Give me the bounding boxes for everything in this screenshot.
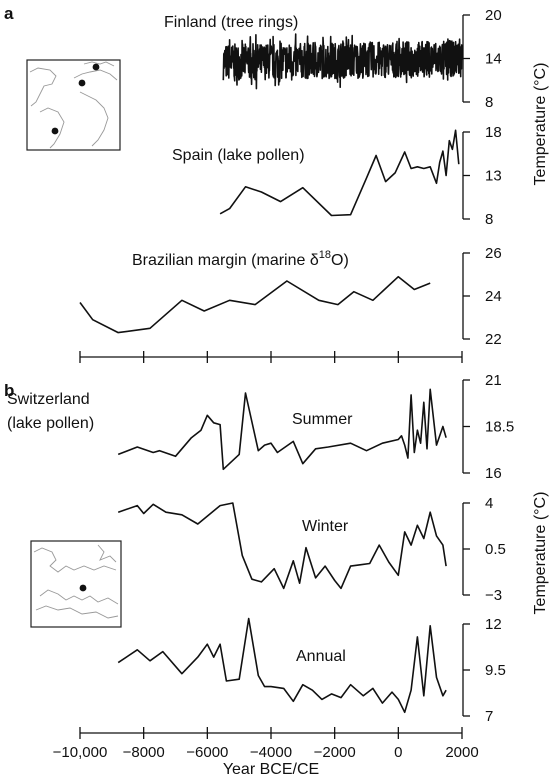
finland-tree-ring-series: [222, 33, 463, 90]
x-tick-label: −4000: [250, 744, 292, 761]
map-inset-a-coast-americas: [29, 67, 57, 107]
panel-a-y-axis-title: Temperature (°C): [532, 63, 549, 186]
series-line-panel-3: [117, 388, 447, 471]
map-inset-a: [26, 59, 121, 151]
y-tick-label: 21: [485, 372, 502, 389]
map-inset-b-frame: [30, 540, 122, 628]
y-tick-label: 14: [485, 51, 502, 68]
spain-site-marker: [78, 79, 86, 87]
y-tick-label: 18: [485, 124, 502, 141]
brazil-series-title: Brazilian margin (marine δ18O): [132, 249, 349, 269]
switzerland-site-marker: [79, 584, 87, 592]
y-tick-label: 9.5: [485, 662, 506, 679]
map-inset-a-frame: [26, 59, 121, 151]
map-inset-b-coast-med: [39, 589, 119, 605]
series-line-panel-4: [117, 502, 447, 590]
annual-series-title: Annual: [296, 648, 346, 665]
panel-b-y-axis-title: Temperature (°C): [532, 492, 549, 615]
panel-4-chart: 4 0.5 −3: [117, 495, 506, 604]
y-tick-label: 24: [485, 288, 502, 305]
panel-0-chart: 20 14 8: [222, 7, 502, 111]
y-tick-label: 4: [485, 495, 493, 512]
y-tick-label: 18.5: [485, 419, 514, 436]
brazil-site-marker: [51, 127, 59, 135]
map-inset-b: [30, 540, 122, 628]
series-line-panel-1: [219, 129, 460, 217]
x-tick-label: −2000: [314, 744, 356, 761]
y-tick-label: 20: [485, 7, 502, 24]
y-tick-label: 26: [485, 245, 502, 262]
finland-site-marker: [92, 63, 100, 71]
panel-2-chart: 26 24 22: [79, 245, 502, 348]
spain-series-title: Spain (lake pollen): [172, 147, 305, 164]
panel-a-letter: a: [4, 4, 14, 23]
finland-series-title: Finland (tree rings): [164, 14, 298, 31]
summer-series-title: Summer: [292, 411, 353, 428]
y-tick-label: 8: [485, 94, 493, 111]
y-tick-label: 16: [485, 465, 502, 482]
x-tick-label: −6000: [186, 744, 228, 761]
winter-series-title: Winter: [302, 518, 349, 535]
map-inset-b-coast-north: [33, 547, 117, 573]
map-inset-a-coast-south-america: [39, 107, 65, 149]
y-tick-label: 0.5: [485, 541, 506, 558]
x-tick-label: −10,000: [53, 744, 108, 761]
x-axis-bottom: −10,000 −8000 −6000 −4000 −2000 0 2000: [53, 727, 479, 761]
x-axis-title: Year BCE/CE: [223, 761, 319, 778]
series-line-panel-2: [79, 275, 431, 334]
switzerland-series-title: Switzerland (lake pollen): [7, 391, 94, 432]
y-tick-label: 22: [485, 331, 502, 348]
x-tick-label: 0: [394, 744, 402, 761]
panel-3-chart: 21 18.5 16: [117, 372, 514, 482]
y-tick-label: −3: [485, 587, 502, 604]
x-tick-label: 2000: [445, 744, 478, 761]
y-tick-label: 13: [485, 168, 502, 185]
panel-1-chart: 18 13 8: [219, 124, 502, 228]
map-inset-a-coast-scandinavia: [83, 61, 115, 67]
series-line-panel-5: [117, 617, 447, 714]
map-inset-b-coast-scandinavia: [97, 544, 117, 563]
map-inset-a-coast-europe-africa: [73, 69, 118, 147]
x-tick-label: −8000: [123, 744, 165, 761]
y-tick-label: 12: [485, 616, 502, 633]
y-tick-label: 8: [485, 211, 493, 228]
y-tick-label: 7: [485, 708, 493, 725]
panel-5-chart: 129.57: [117, 616, 506, 725]
x-axis-top: [79, 351, 463, 363]
map-inset-b-coast-africa: [35, 605, 119, 619]
panel-b-letter: b: [4, 381, 14, 400]
